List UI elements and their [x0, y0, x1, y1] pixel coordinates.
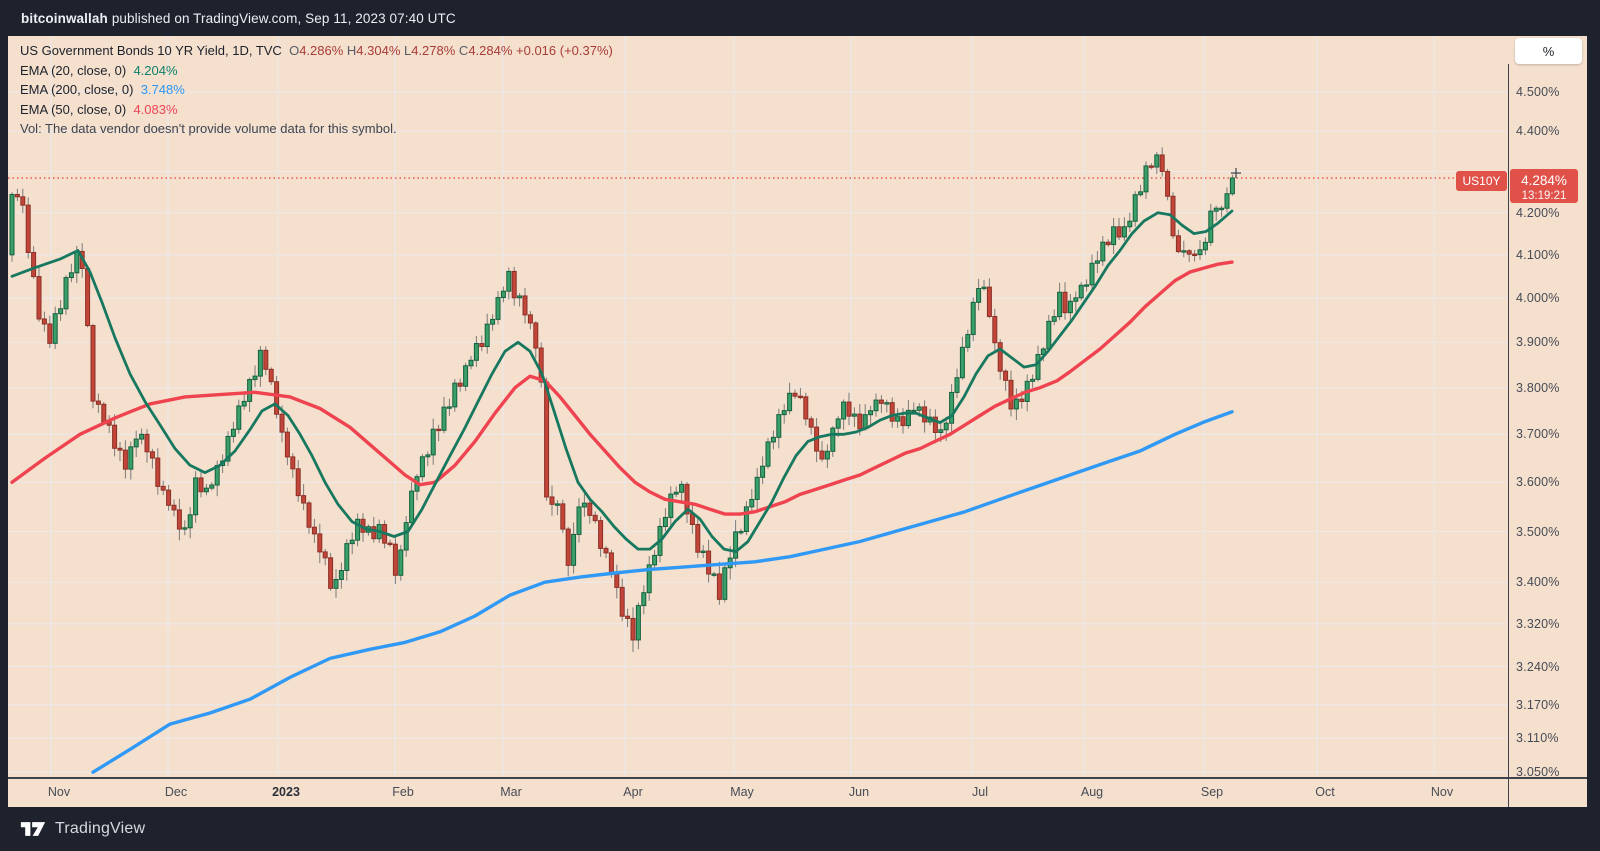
tradingview-logo-icon[interactable] [20, 819, 46, 839]
ohlc-value: 4.284% [468, 43, 513, 58]
ohlc-key: L [403, 43, 412, 58]
time-axis-label: Apr [623, 785, 643, 799]
price-axis-label: 3.050% [1516, 765, 1560, 780]
ema20-label: EMA (20, close, 0) [20, 62, 127, 78]
ohlc-value: 4.304% [356, 43, 404, 58]
time-axis-label: Nov [47, 785, 71, 799]
ema20-value: 4.204% [133, 62, 178, 78]
ema200-label: EMA (200, close, 0) [20, 82, 134, 98]
price-axis-label: 4.400% [1516, 124, 1560, 139]
ohlc-value: 4.286% [299, 43, 347, 58]
price-axis-line [1508, 64, 1509, 807]
time-axis-label: Sep [1200, 785, 1224, 799]
ohlc-values: O4.286% H4.304% L4.278% C4.284% +0.016 (… [282, 43, 613, 58]
price-axis-label: 3.110% [1516, 731, 1559, 746]
symbol-price-tag: US10Y [1456, 171, 1507, 191]
time-axis-label: Mar [500, 785, 522, 799]
publisher-name: bitcoinwallah [21, 10, 108, 26]
last-price-label: 4.284% 13:19:21 [1510, 169, 1578, 203]
chart-legend: US Government Bonds 10 YR Yield, 1D, TVC… [20, 41, 613, 139]
symbol-title: US Government Bonds 10 YR Yield, 1D, TVC [20, 43, 282, 58]
ema200-legend-row[interactable]: EMA (200, close, 0) 3.748% [20, 80, 613, 100]
time-axis-label: Oct [1315, 785, 1335, 799]
price-axis-label: 3.400% [1516, 575, 1560, 590]
price-axis-label: 3.500% [1516, 524, 1560, 539]
time-axis-label: Nov [1430, 785, 1454, 799]
candlestick-chart[interactable] [8, 36, 1508, 777]
time-axis-label: May [730, 785, 754, 799]
symbol-title-row[interactable]: US Government Bonds 10 YR Yield, 1D, TVC… [20, 41, 613, 61]
time-axis-label: Jun [848, 785, 870, 799]
percent-scale-button[interactable]: % [1515, 38, 1582, 64]
time-axis-label: Dec [164, 785, 188, 799]
price-axis-label: 4.000% [1516, 290, 1560, 305]
price-axis-label: 4.200% [1516, 205, 1560, 220]
ema20-line [10, 209, 1234, 553]
publisher-bar: bitcoinwallah published on TradingView.c… [0, 0, 1600, 36]
price-axis-label: 3.320% [1516, 616, 1560, 631]
publisher-caption: published on TradingView.com, Sep 11, 20… [111, 10, 456, 26]
price-axis-label: 3.800% [1516, 380, 1560, 395]
volume-note: Vol: The data vendor doesn't provide vol… [20, 121, 397, 137]
time-axis-border [8, 777, 1587, 779]
ema200-line [91, 410, 1234, 774]
price-axis-label: 4.500% [1516, 85, 1560, 99]
ohlc-value: 4.278% [411, 43, 459, 58]
ema50-value: 4.083% [133, 101, 178, 117]
time-axis-label: 2023 [272, 785, 300, 799]
price-axis-label: 4.100% [1516, 247, 1560, 262]
price-axis-label: 3.900% [1516, 335, 1560, 350]
change-value: +0.016 (+0.37%) [512, 43, 613, 58]
time-axis-label: Aug [1080, 785, 1104, 799]
chart-panel[interactable]: US Government Bonds 10 YR Yield, 1D, TVC… [8, 36, 1587, 807]
time-axis-label: Feb [392, 785, 414, 799]
ohlc-key: C [458, 43, 469, 58]
ema50-line [10, 260, 1234, 516]
time-axis-label: Jul [972, 785, 988, 799]
price-axis-label: 3.700% [1516, 427, 1560, 442]
ema50-legend-row[interactable]: EMA (50, close, 0) 4.083% [20, 100, 613, 120]
ema200-value: 3.748% [140, 82, 185, 98]
last-price-value: 4.284% [1521, 173, 1567, 188]
ema20-legend-row[interactable]: EMA (20, close, 0) 4.204% [20, 61, 613, 81]
ohlc-key: O [289, 43, 300, 58]
price-axis-label: 3.600% [1516, 475, 1560, 490]
price-axis-label: 3.170% [1516, 697, 1560, 712]
footer-bar: TradingView [0, 807, 1600, 851]
price-axis-label: 3.240% [1516, 659, 1560, 674]
footer-brand-text[interactable]: TradingView [55, 820, 146, 837]
candles-group [9, 147, 1235, 653]
ema50-label: EMA (50, close, 0) [20, 101, 127, 117]
ohlc-key: H [346, 43, 357, 58]
bar-countdown: 13:19:21 [1521, 189, 1567, 202]
